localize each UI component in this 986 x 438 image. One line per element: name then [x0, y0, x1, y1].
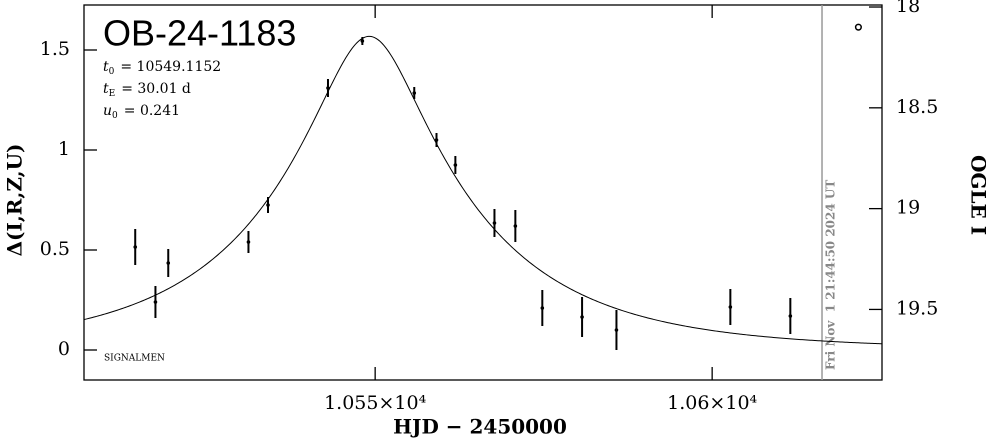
data-point	[788, 314, 793, 318]
y-tick-label: 1.5	[40, 38, 70, 60]
time-marker-label: Fri Nov 1 21:44:50 2024 UT	[824, 180, 838, 370]
y2-tick-label: 18.5	[896, 96, 938, 118]
x-tick-label: 1.06×10⁴	[667, 392, 757, 414]
data-point	[412, 91, 417, 95]
fit-param: tE = 30.01 d	[103, 81, 191, 99]
data-point	[434, 138, 439, 142]
data-point	[153, 300, 158, 304]
y-tick-label: 1	[58, 138, 70, 160]
x-axis-label: HJD − 2450000	[393, 415, 567, 438]
fit-symbol: t	[103, 81, 109, 97]
y2-tick-label: 19	[896, 197, 920, 219]
y-tick-label: 0	[58, 338, 70, 360]
data-point	[266, 203, 270, 207]
fit-param: t0 = 10549.1152	[103, 59, 221, 77]
fit-value: = 30.01 d	[121, 81, 191, 97]
data-point	[133, 245, 138, 249]
y2-point	[854, 23, 862, 31]
y2-axis-label: OGLE I	[967, 155, 986, 235]
data-point	[492, 221, 497, 225]
chart-title: OB-24-1183	[103, 13, 296, 54]
y-tick-label: 0.5	[40, 238, 70, 260]
data-point	[614, 328, 619, 332]
x-tick-label: 1.055×10⁴	[324, 392, 426, 414]
data-point	[580, 315, 584, 319]
model-curve	[83, 35, 883, 345]
data-point	[166, 261, 171, 265]
data-point	[513, 224, 518, 228]
y-axis-label: Δ(I,R,Z,U)	[3, 144, 27, 257]
y2-tick-label: 19.5	[896, 297, 938, 319]
fit-subscript: E	[109, 89, 116, 99]
y2-tick-label: 18	[896, 0, 920, 17]
data-point	[246, 240, 251, 244]
data-point	[540, 306, 545, 310]
annotation: SIGNALMEN	[104, 354, 165, 364]
plot-frame	[83, 4, 883, 381]
fit-value: = 10549.1152	[120, 59, 221, 75]
data-point	[360, 39, 365, 43]
data-point	[453, 163, 458, 167]
fit-symbol: u	[103, 103, 112, 119]
fit-subscript: 0	[109, 67, 115, 77]
data-point	[326, 86, 330, 90]
fit-param: u0 = 0.241	[103, 103, 180, 121]
fit-subscript: 0	[112, 111, 118, 121]
data-point	[728, 305, 733, 309]
fit-value: = 0.241	[124, 103, 180, 119]
fit-symbol: t	[103, 59, 109, 75]
